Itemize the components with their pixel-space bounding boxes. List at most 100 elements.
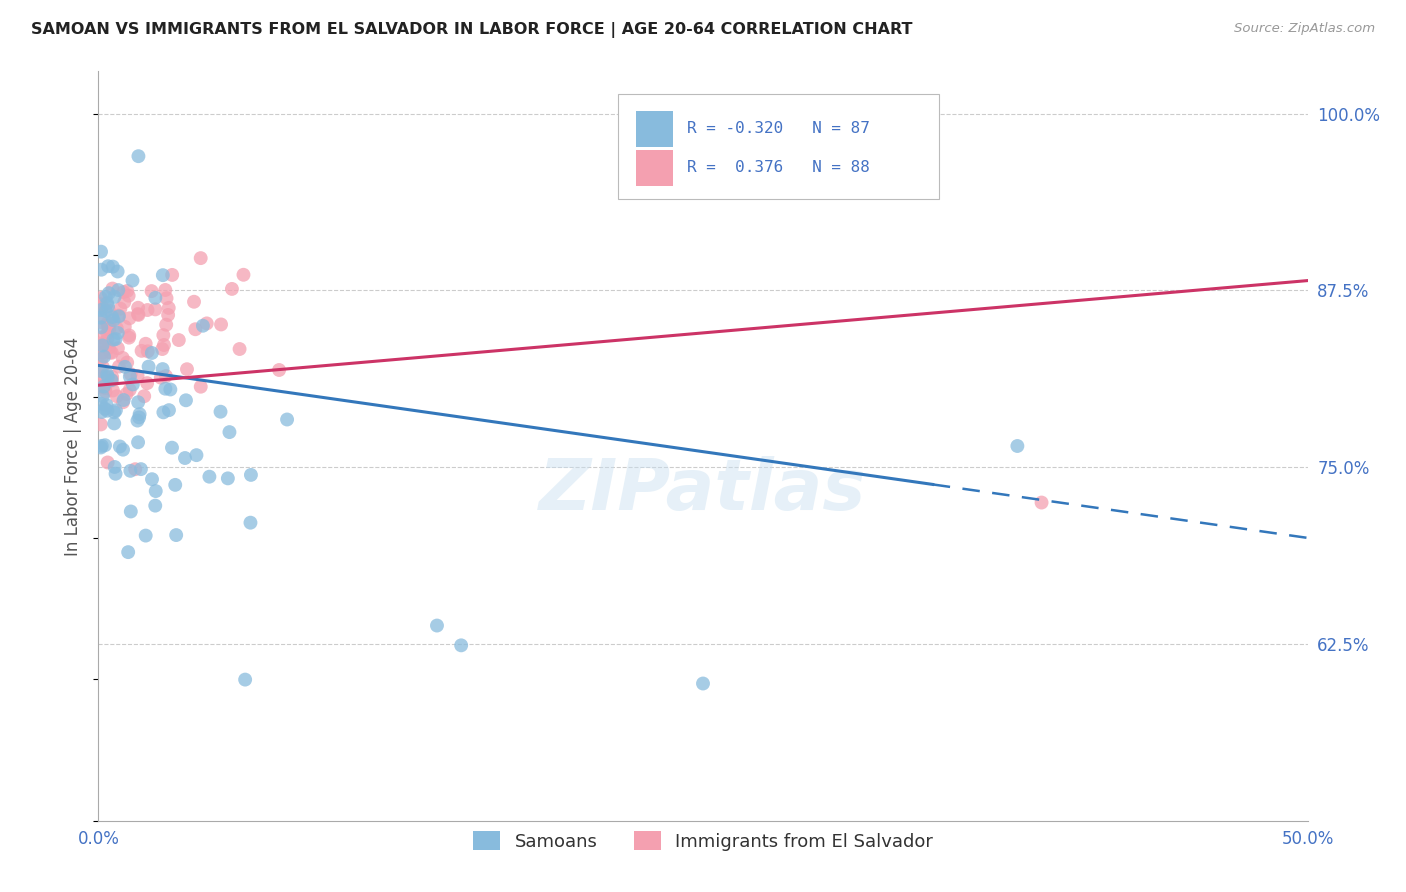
- Point: [96, 398, 118, 412]
- Point: [195, 317, 218, 331]
- Point: [120, 464, 142, 478]
- Point: [94, 290, 117, 304]
- Point: [90, 417, 112, 432]
- Point: [94, 381, 117, 395]
- Point: [276, 412, 298, 426]
- Point: [239, 516, 262, 530]
- Point: [91, 346, 114, 360]
- Point: [107, 341, 129, 355]
- Text: R = -0.320   N = 87: R = -0.320 N = 87: [688, 121, 870, 136]
- Point: [143, 302, 166, 317]
- Point: [160, 268, 183, 282]
- Point: [118, 369, 141, 384]
- Point: [111, 395, 134, 409]
- Point: [112, 295, 135, 310]
- Point: [94, 384, 117, 399]
- Point: [98, 317, 121, 331]
- Point: [141, 284, 163, 298]
- Point: [90, 297, 112, 311]
- Point: [117, 545, 139, 559]
- Point: [101, 345, 124, 359]
- Point: [96, 296, 118, 310]
- Point: [124, 462, 146, 476]
- Point: [90, 244, 112, 259]
- Point: [165, 528, 187, 542]
- Point: [90, 379, 112, 393]
- FancyBboxPatch shape: [619, 94, 939, 199]
- Point: [190, 380, 212, 394]
- Point: [97, 455, 120, 469]
- Point: [198, 469, 221, 483]
- Point: [100, 373, 122, 387]
- Point: [135, 528, 157, 542]
- Point: [115, 284, 138, 298]
- Point: [136, 344, 159, 359]
- Point: [152, 362, 174, 376]
- Point: [111, 351, 134, 365]
- Point: [118, 383, 141, 397]
- Bar: [637, 111, 672, 147]
- Point: [94, 438, 117, 452]
- Point: [186, 448, 208, 462]
- Point: [450, 638, 472, 652]
- Point: [107, 326, 129, 340]
- Point: [108, 310, 131, 324]
- Point: [90, 291, 112, 305]
- Point: [136, 303, 159, 318]
- Point: [97, 299, 120, 313]
- Point: [90, 364, 112, 378]
- Point: [127, 308, 149, 322]
- Point: [117, 288, 139, 302]
- Point: [127, 395, 149, 409]
- Point: [233, 673, 256, 687]
- Point: [128, 407, 150, 421]
- Point: [159, 383, 181, 397]
- Point: [127, 369, 149, 384]
- Point: [101, 369, 124, 384]
- Point: [112, 285, 135, 299]
- Point: [108, 359, 131, 374]
- Point: [176, 362, 198, 376]
- Point: [90, 301, 112, 316]
- Point: [107, 264, 129, 278]
- Point: [218, 425, 240, 439]
- Point: [104, 332, 127, 346]
- Point: [155, 382, 177, 396]
- Point: [118, 331, 141, 345]
- Point: [105, 389, 128, 403]
- Point: [97, 319, 120, 334]
- Point: [149, 370, 172, 384]
- Point: [93, 350, 115, 364]
- Point: [127, 413, 149, 427]
- Point: [94, 369, 117, 384]
- Point: [97, 286, 120, 301]
- Point: [121, 377, 143, 392]
- Point: [217, 471, 239, 485]
- Point: [118, 311, 141, 326]
- Point: [174, 393, 197, 408]
- Point: [120, 367, 142, 381]
- Point: [886, 170, 908, 185]
- Point: [152, 328, 174, 343]
- Point: [157, 403, 180, 417]
- Point: [90, 397, 112, 411]
- Point: [131, 343, 153, 358]
- Point: [104, 290, 127, 304]
- Point: [94, 401, 117, 416]
- Point: [120, 504, 142, 518]
- Point: [692, 676, 714, 690]
- Point: [98, 322, 121, 336]
- Point: [97, 259, 120, 273]
- Point: [98, 345, 121, 359]
- Point: [104, 467, 127, 481]
- Point: [96, 333, 118, 347]
- Point: [103, 313, 125, 327]
- Point: [128, 410, 150, 425]
- Text: Source: ZipAtlas.com: Source: ZipAtlas.com: [1234, 22, 1375, 36]
- Point: [90, 330, 112, 344]
- Point: [184, 322, 207, 336]
- Point: [96, 326, 118, 341]
- Point: [141, 346, 163, 360]
- Point: [134, 389, 156, 403]
- Point: [103, 405, 125, 419]
